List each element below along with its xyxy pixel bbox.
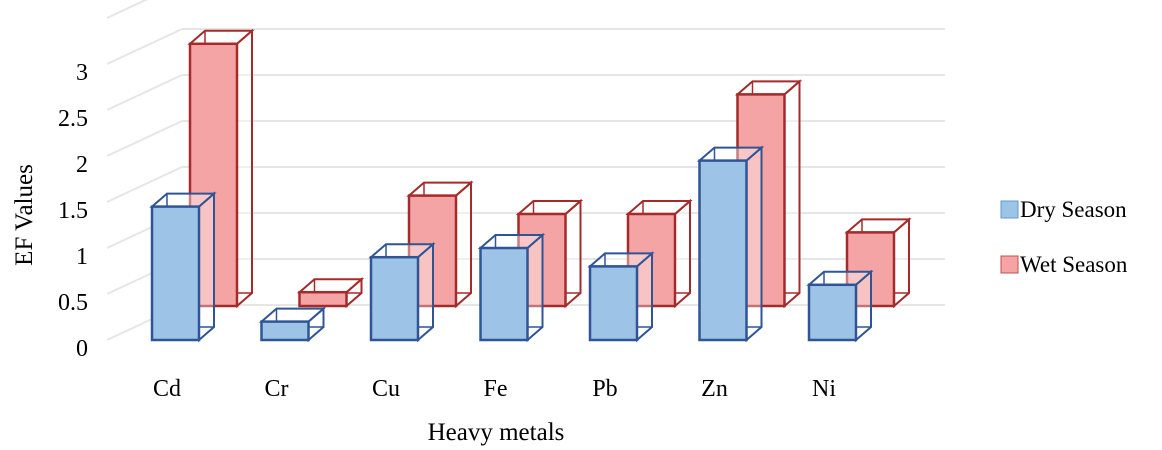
bar-wet-cr: [296, 277, 365, 309]
gridline-top-left: [106, 0, 148, 19]
bar-dry-pb: [587, 251, 655, 343]
x-tick-label: Cd: [153, 376, 181, 402]
legend-swatch-wet: [1000, 255, 1019, 274]
x-tick-label: Cr: [265, 376, 289, 402]
gridline-left-6: [106, 28, 183, 65]
y-tick-label: 0.5: [58, 290, 88, 316]
bar-wet-zn-side: [783, 79, 801, 309]
bar-dry-zn-side: [745, 145, 763, 343]
bar-dry-cd: [149, 191, 217, 343]
y-tick-label: 1: [76, 244, 88, 270]
y-axis-ticks: 0 0.5 1 1.5 2 2.5 3: [58, 60, 88, 362]
x-tick-label: Fe: [484, 376, 508, 402]
x-tick-label: Cu: [372, 376, 400, 402]
bar-dry-fe-side: [526, 232, 544, 343]
bar-wet-pb-side: [674, 198, 691, 309]
legend-label-wet: Wet Season: [1020, 252, 1128, 277]
x-axis-title: Heavy metals: [428, 419, 565, 446]
x-axis-ticks: Cd Cr Cu Fe Pb Zn Ni: [153, 376, 836, 402]
bar-dry-cd-side: [198, 191, 215, 343]
bars: [149, 28, 912, 343]
bar-wet-cu-side: [455, 180, 472, 309]
bar-dry-zn-front: [698, 159, 748, 342]
bar-dry-cd-front: [150, 205, 201, 342]
y-tick-label: 2: [76, 152, 88, 178]
x-tick-label: Pb: [592, 376, 617, 402]
y-axis-title: EF Values: [11, 164, 38, 266]
bar-dry-fe-front: [479, 246, 529, 342]
x-tick-label: Ni: [812, 376, 836, 402]
bar-wet-cd-side: [236, 28, 253, 309]
gridline-left-4: [106, 120, 183, 157]
bar-dry-cr-front: [260, 320, 310, 342]
gridline-left-3: [106, 166, 183, 203]
legend-swatch-dry: [1000, 200, 1019, 219]
y-tick-label: 0: [76, 336, 88, 362]
bar-dry-fe: [477, 232, 546, 343]
bar-dry-cu-side: [417, 242, 434, 343]
bar-wet-fe-side: [564, 198, 582, 309]
bar-dry-cu: [368, 242, 436, 343]
x-tick-label: Zn: [701, 376, 728, 402]
bar-dry-cu-front: [369, 255, 420, 342]
bar-dry-cr: [258, 306, 327, 343]
legend-label-dry: Dry Season: [1020, 197, 1127, 222]
gridline-left-5: [106, 74, 183, 111]
bar-dry-ni: [806, 269, 874, 343]
bar-wet-cr-front: [298, 290, 348, 308]
bar-dry-pb-front: [588, 265, 639, 342]
y-tick-label: 3: [76, 60, 88, 86]
y-tick-label: 2.5: [58, 106, 88, 132]
bar-dry-ni-front: [807, 283, 858, 342]
bar-dry-zn: [696, 145, 765, 343]
legend: Dry Season Wet Season: [1000, 197, 1128, 277]
y-tick-label: 1.5: [58, 198, 88, 224]
